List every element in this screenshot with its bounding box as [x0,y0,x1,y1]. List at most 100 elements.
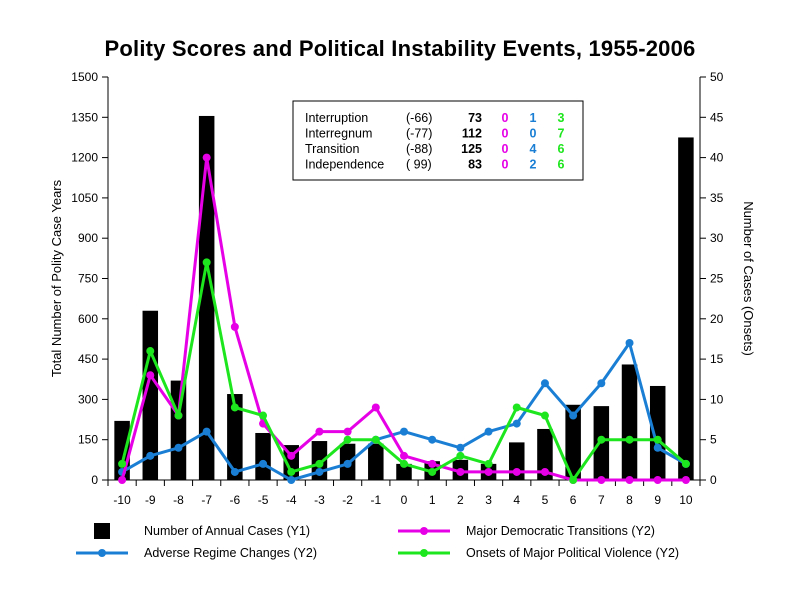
legend-label: Major Democratic Transitions (Y2) [466,524,655,538]
data-point [343,459,352,468]
code-row-label: Independence [305,158,384,172]
bar [170,380,187,480]
code-row-adverse: 2 [530,158,537,172]
data-point [512,403,521,412]
x-tick-label: 4 [513,493,520,507]
y2-tick-label: 45 [710,110,724,124]
data-point [428,467,437,476]
x-tick-label: 9 [654,493,661,507]
code-row-cases: 83 [468,158,482,172]
data-point [315,467,324,476]
x-tick-label: 7 [598,493,605,507]
x-tick-label: 5 [542,493,549,507]
x-tick-label: 0 [401,493,408,507]
data-point [428,435,437,444]
data-point [371,403,380,412]
x-tick-label: -10 [113,493,131,507]
data-point [569,411,578,420]
code-row-label: Interregnum [305,127,372,141]
data-point [625,435,634,444]
data-point [315,427,324,436]
y1-tick-label: 1350 [71,110,98,124]
legend: Number of Annual Cases (Y1) Major Democra… [76,523,679,560]
code-row-code: (-66) [406,111,432,125]
data-point [540,379,549,388]
y1-tick-label: 300 [78,392,98,406]
data-point [653,443,662,452]
data-point [371,435,380,444]
y1-axis-title: Total Number of Polity Case Years [49,179,64,377]
x-tick-label: -7 [201,493,212,507]
y2-tick-label: 0 [710,473,717,487]
x-tick-label: -4 [286,493,297,507]
y1-tick-label: 900 [78,231,98,245]
data-point [456,451,465,460]
data-point [484,467,493,476]
y2-axis-title: Number of Cases (Onsets) [741,201,756,356]
data-point [202,153,211,162]
y2-tick-label: 25 [710,272,724,286]
data-point [230,322,239,331]
data-point [653,476,662,484]
bar [255,432,271,480]
code-row-democratic: 0 [502,158,509,172]
data-point [146,347,155,356]
bar [142,310,159,480]
code-row-democratic: 0 [502,142,509,156]
data-point [400,427,408,436]
bar [621,364,638,480]
data-point [597,435,606,444]
x-tick-label: 6 [570,493,577,507]
x-tick-label: -1 [370,493,381,507]
legend-label: Onsets of Major Political Violence (Y2) [466,546,679,560]
data-point [681,476,690,484]
y1-tick-label: 1500 [71,70,98,84]
code-row-cases: 125 [461,142,482,156]
data-point [456,467,465,476]
data-point [597,379,606,388]
data-point [118,459,127,468]
legend-marker [420,549,428,557]
bar [537,428,553,480]
y1-tick-label: 1200 [71,151,98,165]
y2-tick-label: 40 [710,151,724,165]
code-row-violence: 3 [558,111,565,125]
data-point [174,411,183,420]
data-point [202,427,211,436]
x-tick-label: -8 [173,493,184,507]
data-point [540,411,549,420]
code-row-adverse: 1 [530,111,537,125]
code-row-violence: 6 [558,142,565,156]
data-point [315,459,324,468]
data-point [259,411,268,420]
data-point [400,459,408,468]
code-row-code: (-77) [406,127,432,141]
y1-tick-label: 1050 [71,191,98,205]
data-point [146,371,155,380]
legend-bar-swatch [94,523,110,539]
data-point [512,467,521,476]
code-row-adverse: 4 [530,142,537,156]
bar [368,443,384,480]
bar [649,385,666,480]
x-tick-label: 3 [485,493,492,507]
data-point [230,403,239,412]
bar-series [114,115,694,480]
legend-label: Number of Annual Cases (Y1) [144,524,310,538]
data-point [118,476,127,484]
x-tick-label: -9 [145,493,156,507]
chart-title: Polity Scores and Political Instability … [104,36,696,61]
y2-tick-label: 15 [710,352,724,366]
code-row-cases: 112 [462,127,482,141]
special-codes-box: Interruption (-66) 73 0 1 3 Interregnum (-77) 11… [292,100,584,181]
code-row-adverse: 0 [530,127,537,141]
data-point [681,459,690,468]
data-point [428,459,437,468]
x-tick-label: -2 [342,493,353,507]
legend-label: Adverse Regime Changes (Y2) [144,546,317,560]
data-point [456,443,465,452]
code-row-democratic: 0 [502,111,509,125]
codes-box-frame [292,100,584,181]
bar [227,394,243,480]
data-point [540,467,549,476]
